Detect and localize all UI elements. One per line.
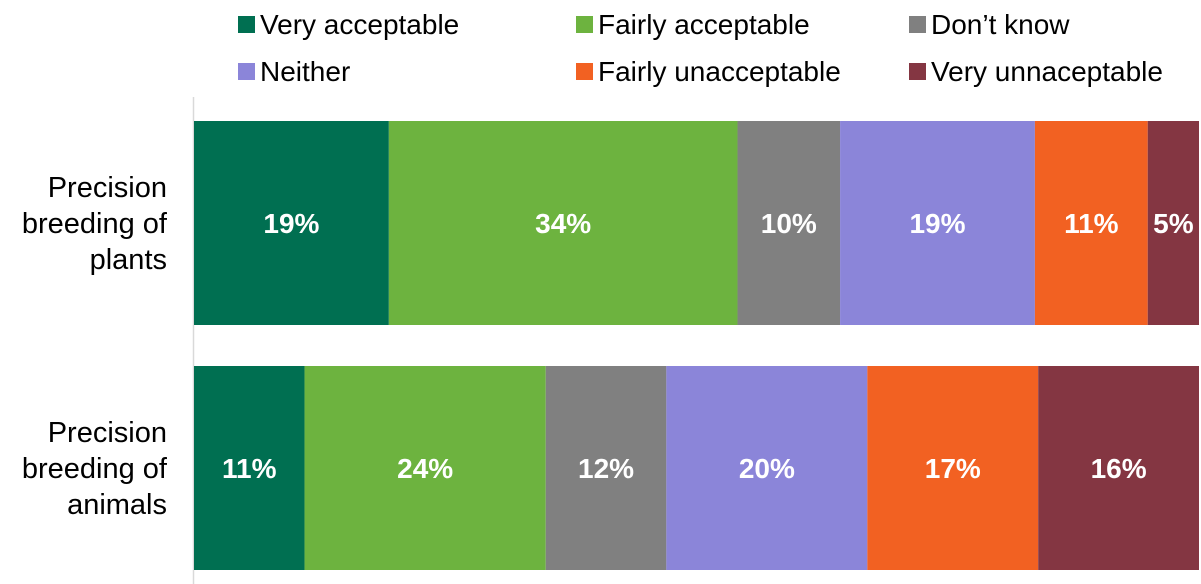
legend-label: Fairly unacceptable: [598, 56, 841, 87]
legend-swatch: [909, 16, 926, 33]
legend-item-fairly-acceptable: Fairly acceptable: [576, 9, 810, 40]
bar-segment-don-t-know: [545, 366, 667, 570]
bar-segment-very-unnaceptable: [1038, 366, 1199, 570]
category-label-line: plants: [90, 244, 167, 276]
bar-segment-neither: [840, 121, 1035, 325]
data-label: 20%: [739, 453, 795, 484]
legend-swatch: [576, 16, 593, 33]
bar-segment-fairly-acceptable: [388, 121, 738, 325]
data-label: 17%: [925, 453, 981, 484]
data-label: 19%: [263, 208, 319, 239]
bar-segment-fairly-unacceptable: [867, 366, 1039, 570]
legend-label: Neither: [260, 56, 350, 87]
legend-swatch: [909, 63, 926, 80]
category-label-line: Precision: [48, 172, 167, 204]
bar-segment-neither: [666, 366, 868, 570]
legend-swatch: [238, 16, 255, 33]
category-label-line: Precision: [48, 417, 167, 449]
data-label: 34%: [535, 208, 591, 239]
legend-swatch: [576, 63, 593, 80]
legend-label: Very unnaceptable: [931, 56, 1163, 87]
data-label: 5%: [1153, 208, 1194, 239]
data-label: 24%: [397, 453, 453, 484]
legend-item-fairly-unacceptable: Fairly unacceptable: [576, 56, 841, 87]
data-label: 12%: [578, 453, 634, 484]
legend-item-very-unnaceptable: Very unnaceptable: [909, 56, 1163, 87]
data-label: 10%: [761, 208, 817, 239]
data-label: 11%: [222, 453, 277, 484]
bar-row-0: Precision breeding of plants 19% 34% 10% 19% 11…: [22, 121, 1199, 325]
legend: Very acceptable Fairly acceptable Don’t kn…: [238, 9, 1163, 87]
category-label-line: breeding of: [22, 453, 168, 485]
legend-item-very-acceptable: Very acceptable: [238, 9, 459, 40]
category-label-line: breeding of: [22, 208, 168, 240]
bar-row-1: Precision breeding of animals 11% 24% 12% 20% 1…: [22, 366, 1199, 570]
legend-label: Don’t know: [931, 9, 1070, 40]
data-label: 19%: [909, 208, 965, 239]
bar-segment-fairly-unacceptable: [1034, 121, 1148, 325]
bar-segment-don-t-know: [737, 121, 841, 325]
category-label: Precision breeding of animals: [22, 417, 168, 521]
legend-item-neither: Neither: [238, 56, 350, 87]
bar-segment-very-acceptable: [194, 366, 305, 570]
category-label-line: animals: [67, 489, 167, 521]
data-label: 11%: [1064, 208, 1119, 239]
bar-segment-fairly-acceptable: [304, 366, 546, 570]
bar-segment-very-acceptable: [194, 121, 389, 325]
legend-label: Very acceptable: [260, 9, 459, 40]
legend-item-don-t-know: Don’t know: [909, 9, 1070, 40]
bar-segment-very-unnaceptable: [1147, 121, 1199, 325]
legend-label: Fairly acceptable: [598, 9, 810, 40]
data-label: 16%: [1091, 453, 1147, 484]
category-label: Precision breeding of plants: [22, 172, 168, 276]
legend-swatch: [238, 63, 255, 80]
